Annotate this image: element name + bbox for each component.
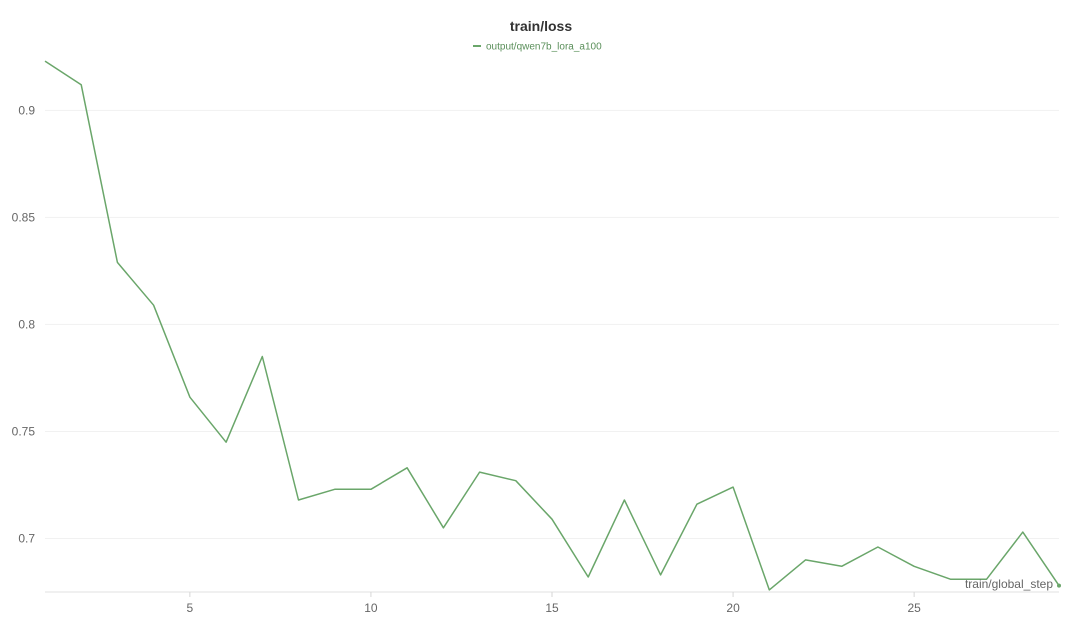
x-axis-ticks: 5 10 15 20 25 <box>187 592 921 615</box>
series-group[interactable] <box>44 60 1061 591</box>
chart-title: train/loss <box>510 18 572 34</box>
y-tick-label: 0.9 <box>18 103 35 117</box>
grid-lines <box>45 109 1059 539</box>
data-point <box>1057 583 1061 588</box>
x-tick-label: 5 <box>187 601 194 615</box>
x-tick-label: 15 <box>545 601 559 615</box>
legend[interactable]: output/qwen7b_lora_a100 <box>473 42 602 53</box>
x-axis-label: train/global_step <box>965 577 1053 591</box>
legend-label: output/qwen7b_lora_a100 <box>486 42 602 53</box>
y-tick-label: 0.7 <box>18 531 35 545</box>
x-tick-label: 10 <box>364 601 378 615</box>
y-tick-label: 0.8 <box>18 317 35 331</box>
y-axis-ticks: 0.7 0.75 0.8 0.85 0.9 <box>12 103 36 545</box>
x-tick-label: 20 <box>726 601 740 615</box>
series-line[interactable] <box>44 60 1060 591</box>
y-tick-label: 0.85 <box>12 210 36 224</box>
x-tick-label: 25 <box>907 601 921 615</box>
y-tick-label: 0.75 <box>12 424 36 438</box>
